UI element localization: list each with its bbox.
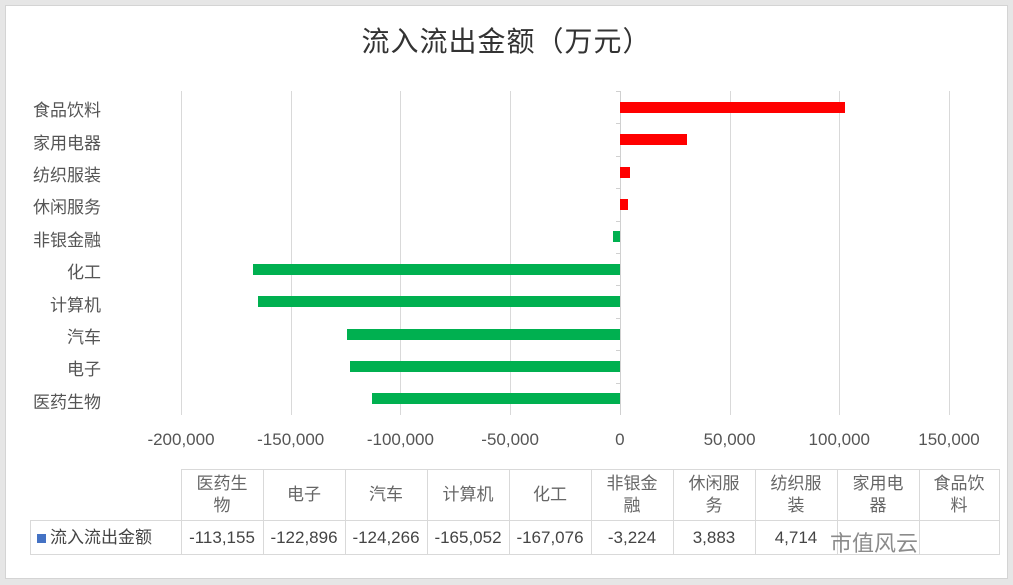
bar-计算机 (257, 296, 620, 308)
gridline (290, 91, 292, 415)
table-value-cell (836, 520, 920, 555)
gridline (181, 91, 182, 415)
x-tick-label: -50,000 (481, 430, 539, 449)
table-value-cell: 4,714 (754, 520, 838, 555)
table-value-cell: -167,076 (508, 520, 592, 555)
bar-家用电器 (619, 134, 687, 146)
axis-tick (615, 317, 620, 319)
x-tick-label: 100,000 (808, 430, 871, 449)
axis-tick (615, 350, 620, 352)
table-value-cell: -165,052 (426, 520, 510, 555)
bar-汽车 (347, 328, 620, 340)
table-header-cell: 非银金融 (590, 469, 674, 521)
legend-key-icon (37, 533, 46, 543)
axis-tick (615, 155, 620, 157)
table-value-cell: -3,224 (590, 520, 674, 555)
watermark: 市值风云 (830, 532, 919, 557)
y-tick-label: 休闲服务 (33, 198, 101, 219)
x-tick-label: 50,000 (703, 430, 756, 449)
gridline (839, 91, 841, 415)
x-tick-label: -150,000 (257, 430, 325, 449)
x-tick-label: -100,000 (366, 430, 434, 449)
table-header-cell: 休闲服务 (672, 469, 756, 521)
gridline (400, 91, 402, 415)
x-tick-label: -200,000 (147, 430, 215, 449)
chart-title: 流入流出金额（万元） (361, 25, 652, 58)
table-header-cell: 家用电器 (836, 469, 920, 521)
bar-休闲服务 (619, 198, 629, 210)
table-header-cell: 医药生物 (180, 469, 264, 521)
table-header-cell: 食品饮料 (918, 469, 1000, 521)
y-tick-label: 电子 (67, 360, 101, 381)
gridline (729, 91, 731, 415)
y-tick-label: 食品饮料 (33, 101, 101, 122)
table-row-label: 流入流出金额 (30, 520, 182, 555)
table-value-cell (918, 520, 1000, 555)
data-table: 医药生物电子 汽车 计算机 化工 非银金融休闲服务纺织服装家用电器食品饮料流入流出金额 -… (30, 469, 1000, 555)
y-tick-label: 家用电器 (33, 133, 101, 154)
table-header-cell: 汽车 (344, 469, 428, 521)
table-value-cell: -124,266 (344, 520, 428, 555)
table-value-cell: -122,896 (262, 520, 346, 555)
y-tick-label: 化工 (67, 263, 101, 284)
table-value-cell: 3,883 (672, 520, 756, 555)
gridline (510, 91, 512, 415)
x-tick-label: 0 (615, 430, 625, 449)
bar-电子 (350, 360, 620, 372)
table-header-cell: 纺织服装 (754, 469, 838, 521)
y-tick-label: 非银金融 (33, 230, 101, 251)
bar-医药生物 (371, 393, 620, 405)
axis-tick (615, 220, 620, 222)
bar-纺织服装 (619, 166, 631, 178)
y-tick-label: 医药生物 (33, 392, 101, 413)
plot-area (181, 91, 950, 415)
axis-tick (615, 188, 620, 190)
zero-axis-line (619, 91, 621, 415)
axis-tick (615, 123, 620, 125)
gridline (949, 91, 950, 415)
bar-化工 (253, 263, 620, 275)
table-header-cell: 电子 (262, 469, 346, 521)
table-header-cell: 化工 (508, 469, 592, 521)
bar-非银金融 (612, 231, 620, 243)
bar-食品饮料 (619, 101, 846, 113)
table-value-cell: -113,155 (180, 520, 264, 555)
y-tick-label: 汽车 (67, 328, 101, 348)
axis-tick (615, 91, 620, 92)
axis-tick (615, 253, 620, 254)
y-tick-label: 计算机 (50, 295, 101, 316)
table-corner (30, 469, 181, 521)
axis-tick (615, 382, 620, 384)
table-header-cell: 计算机 (426, 469, 510, 521)
y-tick-label: 纺织服装 (33, 166, 101, 186)
axis-tick (615, 285, 620, 287)
x-tick-label: 150,000 (918, 430, 980, 449)
series-label: 流入流出金额 (50, 527, 152, 547)
